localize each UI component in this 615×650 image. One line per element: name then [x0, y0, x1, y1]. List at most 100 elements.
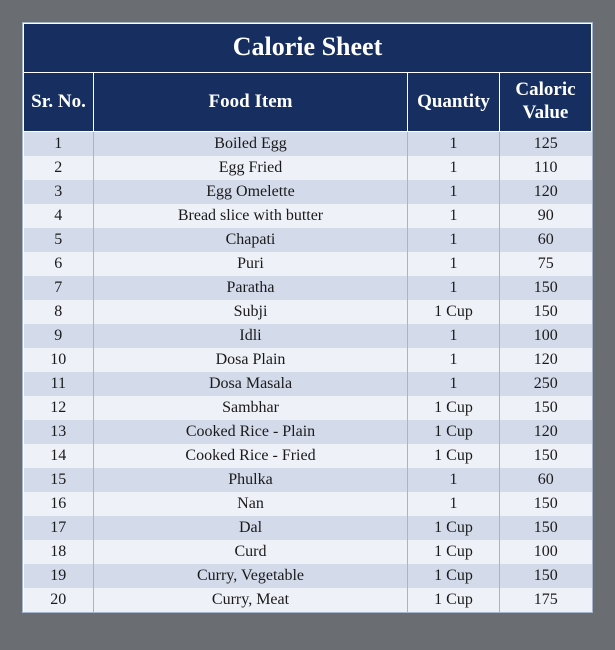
table-row: 16Nan1150 [24, 492, 592, 516]
cell-food: Sambhar [94, 396, 408, 420]
cell-cal: 110 [500, 156, 592, 180]
cell-cal: 250 [500, 372, 592, 396]
cell-sr: 2 [24, 156, 94, 180]
table-row: 17Dal1 Cup150 [24, 516, 592, 540]
table-row: 9Idli1100 [24, 324, 592, 348]
sheet-title: Calorie Sheet [23, 23, 592, 72]
cell-food: Egg Omelette [94, 180, 408, 204]
cell-cal: 60 [500, 228, 592, 252]
table-row: 18Curd1 Cup100 [24, 540, 592, 564]
table-row: 4Bread slice with butter190 [24, 204, 592, 228]
cell-qty: 1 [408, 228, 500, 252]
cell-sr: 15 [24, 468, 94, 492]
table-row: 10Dosa Plain1120 [24, 348, 592, 372]
calorie-table: Sr. No. Food Item Quantity Caloric Value… [23, 72, 592, 612]
col-header-sr: Sr. No. [24, 73, 94, 132]
cell-qty: 1 Cup [408, 516, 500, 540]
cell-sr: 12 [24, 396, 94, 420]
cell-cal: 150 [500, 564, 592, 588]
table-row: 5Chapati160 [24, 228, 592, 252]
table-row: 1Boiled Egg1125 [24, 131, 592, 156]
table-row: 8Subji1 Cup150 [24, 300, 592, 324]
cell-cal: 175 [500, 588, 592, 612]
cell-cal: 150 [500, 396, 592, 420]
cell-food: Chapati [94, 228, 408, 252]
cell-food: Nan [94, 492, 408, 516]
cell-cal: 150 [500, 444, 592, 468]
cell-cal: 150 [500, 276, 592, 300]
col-header-food: Food Item [94, 73, 408, 132]
cell-food: Dosa Masala [94, 372, 408, 396]
table-row: 13Cooked Rice - Plain1 Cup120 [24, 420, 592, 444]
cell-qty: 1 [408, 252, 500, 276]
table-row: 7Paratha1150 [24, 276, 592, 300]
cell-food: Paratha [94, 276, 408, 300]
cell-cal: 120 [500, 180, 592, 204]
cell-sr: 14 [24, 444, 94, 468]
cell-qty: 1 [408, 492, 500, 516]
table-row: 11Dosa Masala1250 [24, 372, 592, 396]
table-row: 6Puri175 [24, 252, 592, 276]
cell-sr: 8 [24, 300, 94, 324]
cell-food: Curd [94, 540, 408, 564]
table-row: 15Phulka160 [24, 468, 592, 492]
cell-sr: 16 [24, 492, 94, 516]
cell-qty: 1 Cup [408, 420, 500, 444]
cell-food: Dosa Plain [94, 348, 408, 372]
cell-cal: 120 [500, 348, 592, 372]
cell-cal: 150 [500, 300, 592, 324]
cell-qty: 1 Cup [408, 396, 500, 420]
cell-food: Egg Fried [94, 156, 408, 180]
cell-sr: 6 [24, 252, 94, 276]
cell-cal: 150 [500, 516, 592, 540]
col-header-qty: Quantity [408, 73, 500, 132]
cell-food: Boiled Egg [94, 131, 408, 156]
cell-cal: 100 [500, 324, 592, 348]
cell-qty: 1 [408, 180, 500, 204]
cell-sr: 11 [24, 372, 94, 396]
table-row: 12Sambhar1 Cup150 [24, 396, 592, 420]
cell-qty: 1 Cup [408, 444, 500, 468]
cell-sr: 18 [24, 540, 94, 564]
cell-sr: 10 [24, 348, 94, 372]
cell-cal: 150 [500, 492, 592, 516]
table-row: 14Cooked Rice - Fried1 Cup150 [24, 444, 592, 468]
cell-qty: 1 [408, 276, 500, 300]
cell-sr: 7 [24, 276, 94, 300]
cell-food: Idli [94, 324, 408, 348]
cell-cal: 100 [500, 540, 592, 564]
calorie-sheet: Calorie Sheet Sr. No. Food Item Quantity… [22, 22, 593, 613]
cell-sr: 13 [24, 420, 94, 444]
cell-cal: 90 [500, 204, 592, 228]
cell-food: Cooked Rice - Fried [94, 444, 408, 468]
table-row: 19Curry, Vegetable1 Cup150 [24, 564, 592, 588]
table-row: 3Egg Omelette1120 [24, 180, 592, 204]
cell-qty: 1 Cup [408, 588, 500, 612]
cell-cal: 125 [500, 131, 592, 156]
table-row: 2Egg Fried1110 [24, 156, 592, 180]
cell-qty: 1 [408, 204, 500, 228]
cell-sr: 9 [24, 324, 94, 348]
cell-qty: 1 [408, 131, 500, 156]
cell-qty: 1 [408, 372, 500, 396]
table-body: 1Boiled Egg11252Egg Fried11103Egg Omelet… [24, 131, 592, 612]
header-row: Sr. No. Food Item Quantity Caloric Value [24, 73, 592, 132]
cell-qty: 1 [408, 156, 500, 180]
cell-food: Bread slice with butter [94, 204, 408, 228]
cell-sr: 17 [24, 516, 94, 540]
cell-food: Curry, Vegetable [94, 564, 408, 588]
cell-cal: 120 [500, 420, 592, 444]
cell-qty: 1 [408, 324, 500, 348]
cell-qty: 1 [408, 348, 500, 372]
cell-food: Subji [94, 300, 408, 324]
cell-qty: 1 Cup [408, 540, 500, 564]
table-row: 20Curry, Meat1 Cup175 [24, 588, 592, 612]
cell-qty: 1 Cup [408, 564, 500, 588]
cell-sr: 1 [24, 131, 94, 156]
cell-sr: 4 [24, 204, 94, 228]
cell-food: Phulka [94, 468, 408, 492]
cell-food: Curry, Meat [94, 588, 408, 612]
cell-sr: 19 [24, 564, 94, 588]
cell-food: Cooked Rice - Plain [94, 420, 408, 444]
cell-food: Puri [94, 252, 408, 276]
